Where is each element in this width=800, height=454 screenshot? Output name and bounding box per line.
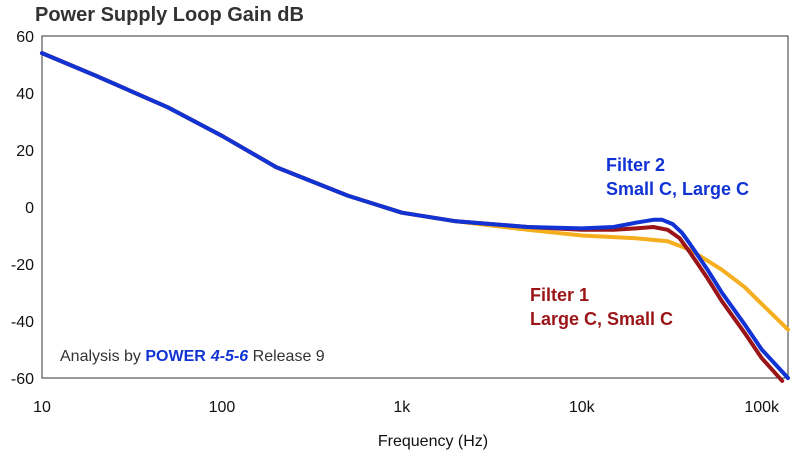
y-tick-label: -20 xyxy=(11,257,34,274)
x-axis-ticks: 10 100 1k 10k 100k xyxy=(33,399,780,416)
y-axis-ticks: 60 40 20 0 -20 -40 -60 xyxy=(11,29,34,388)
credit-version: 4-5-6 xyxy=(210,348,248,365)
y-tick-label: -60 xyxy=(11,371,34,388)
chart-title: Power Supply Loop Gain dB xyxy=(35,4,304,26)
y-tick-label: 0 xyxy=(25,200,34,217)
credit-suffix: Release 9 xyxy=(248,348,325,365)
credit-prefix: Analysis by xyxy=(60,348,145,365)
y-tick-label: 40 xyxy=(16,86,34,103)
x-tick-label: 100k xyxy=(744,399,780,416)
series-lines xyxy=(40,51,790,383)
credit-brand: POWER xyxy=(145,348,206,365)
series-line-3 xyxy=(40,51,790,380)
analysis-credit: Analysis by POWER 4-5-6 Release 9 xyxy=(60,348,325,365)
annotation-filter-1-line-2: Large C, Small C xyxy=(530,309,673,329)
y-tick-label: -40 xyxy=(11,314,34,331)
x-tick-label: 10k xyxy=(569,399,596,416)
x-tick-label: 10 xyxy=(33,399,51,416)
y-tick-label: 60 xyxy=(16,29,34,46)
x-tick-label: 100 xyxy=(209,399,236,416)
annotation-filter-2-line-1: Filter 2 xyxy=(606,155,665,175)
plot-frame xyxy=(41,35,789,379)
annotation-filter-2-line-2: Small C, Large C xyxy=(606,179,749,199)
y-tick-label: 20 xyxy=(16,143,34,160)
x-tick-label: 1k xyxy=(393,399,411,416)
x-axis-label: Frequency (Hz) xyxy=(378,433,488,450)
annotation-filter-1-line-1: Filter 1 xyxy=(530,285,589,305)
